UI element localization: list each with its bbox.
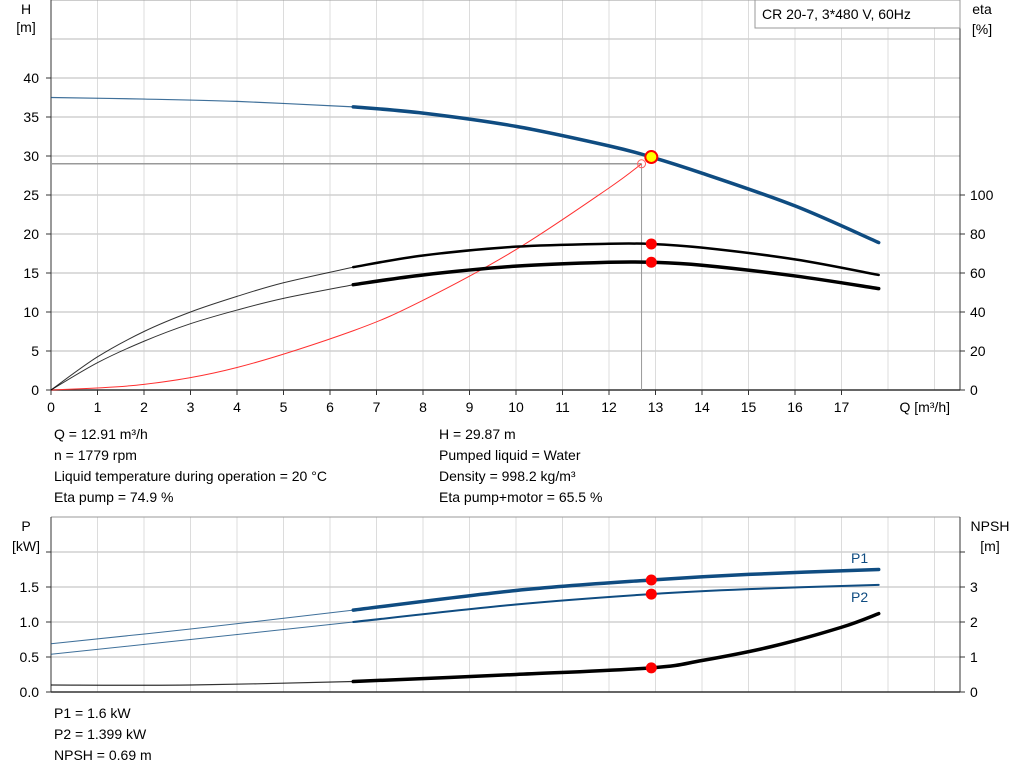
x-tick: 11 [555,399,570,415]
x-tick: 5 [280,399,288,415]
readout-eta-pm: Eta pump+motor = 65.5 % [439,489,603,505]
npsh-curve [351,611,881,684]
y-tick-left: 35 [23,109,39,125]
system-point [637,159,647,169]
y-label-left: H [21,1,31,17]
y-tick-right: 2 [970,614,978,630]
x-tick: 13 [648,399,664,415]
y-tick-right: 0 [970,382,978,398]
readout-eta-pump: Eta pump = 74.9 % [54,489,174,505]
x-tick: 2 [140,399,148,415]
x-tick: 15 [741,399,757,415]
y-tick-left: 5 [31,343,39,359]
y-label-right: eta [972,1,992,17]
legend-text: CR 20-7, 3*480 V, 60Hz [762,6,911,22]
p1-marker [645,574,657,586]
head-curve [351,105,881,245]
x-tick: 16 [787,399,803,415]
y-tick-right: 80 [970,226,986,242]
npsh-curve-thin [50,680,354,686]
x-tick: 0 [47,399,55,415]
readout-p2: P2 = 1.399 kW [54,726,147,742]
y-tick-left: 30 [23,148,39,164]
x-tick: 4 [233,399,241,415]
y-tick-right: 40 [970,304,986,320]
readout-bottom: P1 = 1.6 kW P2 = 1.399 kW NPSH = 0.69 m [54,703,152,766]
y-tick-right: 60 [970,265,986,281]
x-tick: 8 [419,399,427,415]
x-tick: 10 [508,399,524,415]
readout-h: H = 29.87 m [439,426,516,442]
y-tick-right: 0 [970,684,978,700]
y-tick-left: 0 [31,382,39,398]
x-tick: 9 [466,399,474,415]
y-unit-right: [%] [972,21,992,37]
x-tick: 17 [834,399,850,415]
y-tick-left: 10 [23,304,39,320]
p2-curve-thin [50,621,354,655]
npsh-marker [645,662,657,674]
y-tick-left: 40 [23,70,39,86]
y-tick-left: 0.0 [20,684,40,700]
readout-n: n = 1779 rpm [54,447,137,463]
readout-npsh: NPSH = 0.69 m [54,747,152,763]
legend-box [754,0,961,29]
y-tick-right: 20 [970,343,986,359]
system-curve [50,163,642,391]
p2-label: P2 [851,589,868,605]
eta-pump-motor-curve-thin [50,284,354,391]
readout-temp: Liquid temperature during operation = 20… [54,468,327,484]
y-unit-left: [kW] [12,538,40,554]
p2-curve [352,583,880,623]
y-tick-right: 1 [970,649,978,665]
y-tick-right: 100 [970,187,994,203]
readout-liquid: Pumped liquid = Water [439,447,581,463]
y-tick-left: 1.0 [20,614,40,630]
y-tick-left: 0.5 [20,649,40,665]
p1-curve-thin [50,609,354,645]
p1-curve [351,567,881,612]
x-label: Q [m³/h] [899,399,950,415]
x-tick: 3 [187,399,195,415]
y-unit-left: [m] [16,19,35,35]
eta-pump-motor-curve [351,260,881,291]
readout-q: Q = 12.91 m³/h [54,426,148,442]
y-unit-right: [m] [980,538,999,554]
x-tick: 6 [326,399,334,415]
duty-point-marker [644,150,659,165]
readout-p1: P1 = 1.6 kW [54,705,131,721]
eta-pm-marker [645,256,657,268]
x-tick: 7 [373,399,381,415]
readout-density: Density = 998.2 kg/m³ [439,468,576,484]
y-label-right: NPSH [971,518,1010,534]
y-tick-left: 1.5 [20,579,40,595]
readout-right: H = 29.87 m Pumped liquid = Water Densit… [439,424,602,508]
eta-pump-curve-thin [50,266,354,391]
x-tick: 12 [601,399,617,415]
x-tick: 14 [694,399,710,415]
eta-pump-marker [645,238,657,250]
y-tick-right: 3 [970,579,978,595]
readout-left: Q = 12.91 m³/h n = 1779 rpm Liquid tempe… [54,424,327,508]
x-tick: 1 [94,399,102,415]
p2-marker [645,588,657,600]
y-label-left: P [21,518,30,534]
y-tick-left: 15 [23,265,39,281]
y-tick-left: 20 [23,226,39,242]
head-curve-thin [50,96,354,108]
p1-label: P1 [851,550,868,566]
y-tick-left: 25 [23,187,39,203]
eta-pump-curve [352,242,880,277]
